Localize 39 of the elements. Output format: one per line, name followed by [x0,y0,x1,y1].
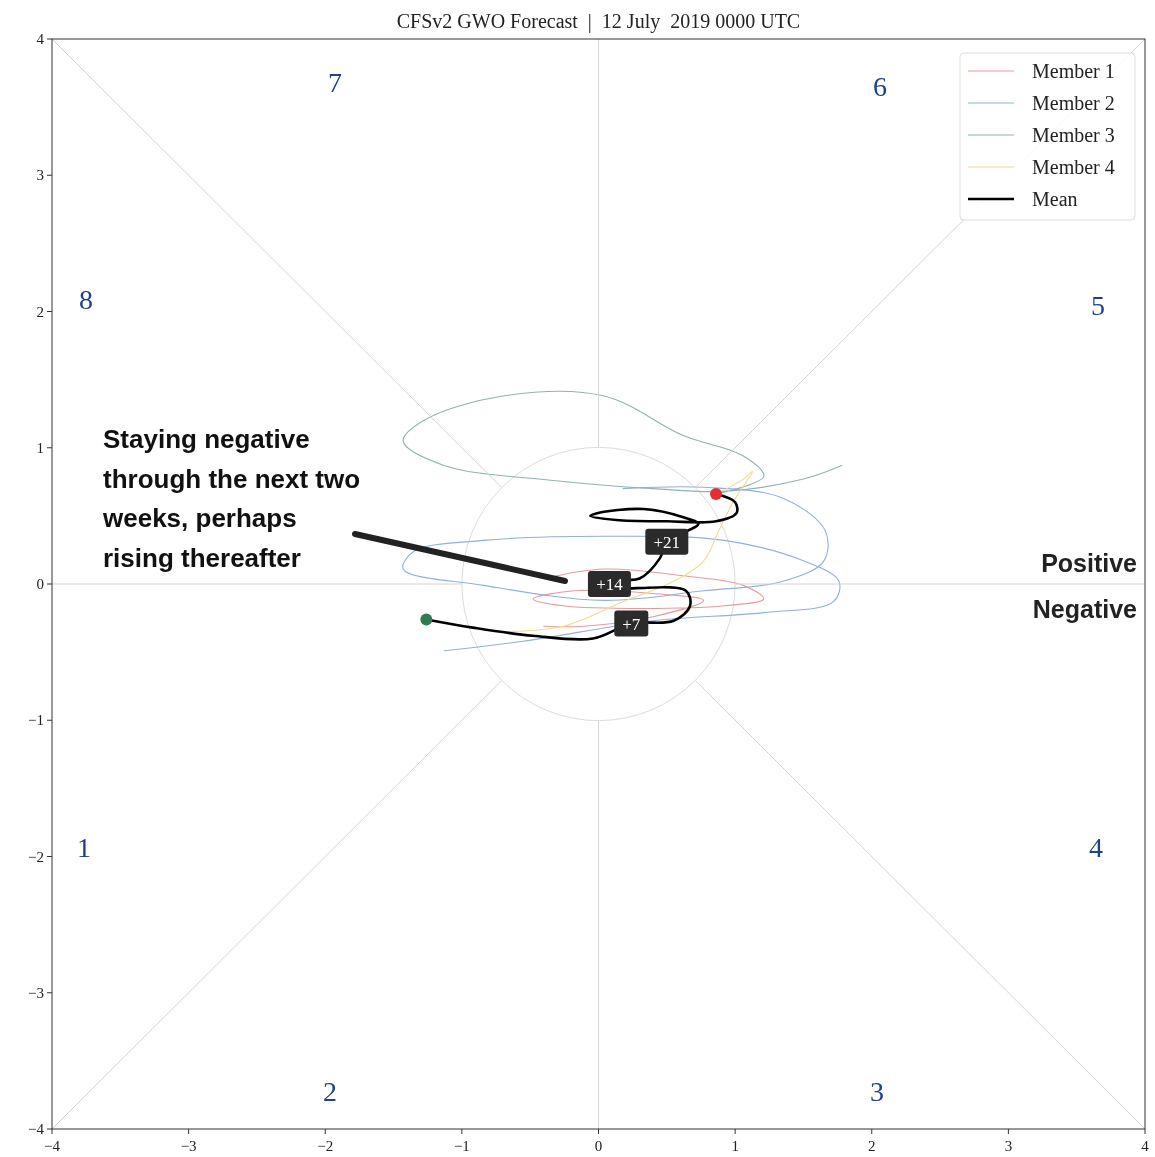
legend-label: Mean [1032,188,1078,210]
x-tick-label: 2 [868,1138,876,1154]
y-tick-label: 3 [36,167,44,184]
legend-label: Member 4 [1032,156,1115,178]
point [420,613,433,626]
y-tick-label: 2 [36,303,44,320]
annotation: 2 [323,1076,337,1107]
annotation: 1 [77,832,91,863]
x-tick-label: −1 [453,1138,470,1154]
annotation: 5 [1091,290,1105,321]
chart-title: CFSv2 GWO Forecast | 12 July 2019 0000 UTC [396,10,801,33]
annotation: 7 [328,67,342,98]
x-tick-label: −2 [317,1138,334,1154]
annotation: Negative [1032,595,1138,623]
x-tick-label: −3 [180,1138,197,1154]
x-tick-label: 1 [731,1138,739,1154]
annotation: Positive [1041,549,1138,577]
x-tick-label: 3 [1004,1138,1013,1154]
y-tick-label: −1 [28,712,44,729]
legend-label: Member 2 [1032,92,1115,114]
y-tick-label: −4 [28,1121,45,1137]
line-series [532,568,765,628]
legend-label: Member 1 [1032,60,1115,82]
y-tick-label: −2 [28,848,44,865]
annotation: +7 [622,614,641,634]
x-tick-label: 4 [1141,1138,1150,1154]
annotation: Staying negative through the next two weeks, perhaps rising thereafter [102,424,361,573]
annotation: 8 [79,284,93,315]
legend-label: Member 3 [1032,124,1115,146]
y-tick-label: 1 [36,439,44,456]
y-tick-label: 4 [36,31,45,47]
point [710,488,722,501]
y-tick-label: −3 [28,984,44,1001]
line-series [402,486,841,652]
annotation: 6 [873,71,887,102]
annotation: 3 [870,1076,884,1107]
y-tick-label: 0 [36,576,44,592]
x-tick-label: 0 [594,1138,603,1154]
annotation: 4 [1089,832,1103,863]
